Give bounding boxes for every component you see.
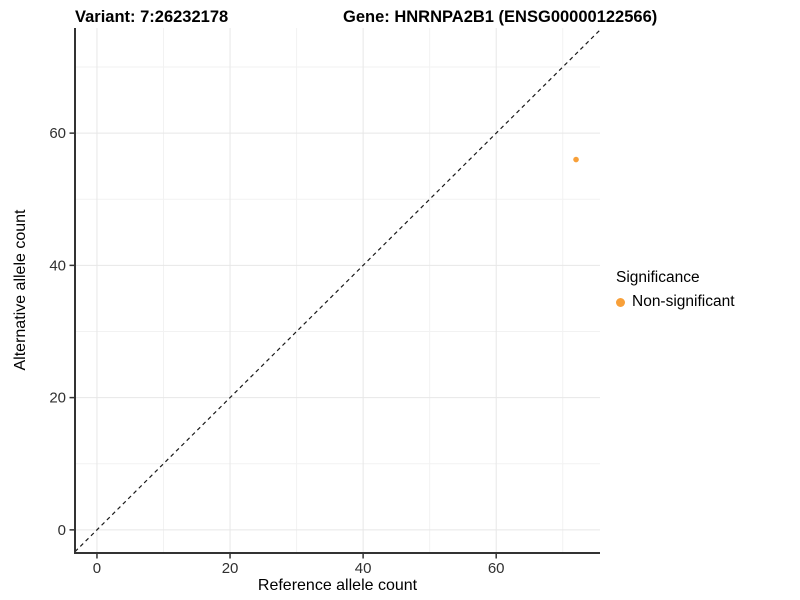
y-tick-label: 40 <box>49 257 66 274</box>
legend-title: Significance <box>616 269 700 286</box>
x-tick-label: 40 <box>355 560 372 577</box>
y-axis-title: Alternative allele count <box>12 209 29 371</box>
y-tick-label: 0 <box>58 522 66 539</box>
x-axis-title: Reference allele count <box>257 577 418 594</box>
variant-title: Variant: 7:26232178 <box>75 8 229 26</box>
x-tick-label: 20 <box>222 560 239 577</box>
y-tick-label: 60 <box>49 125 66 142</box>
gene-title: Gene: HNRNPA2B1 (ENSG00000122566) <box>343 8 658 26</box>
legend-point-icon <box>616 297 625 307</box>
identity-line <box>75 29 600 553</box>
data-point <box>573 156 579 163</box>
legend-item: Non-significant <box>616 293 735 311</box>
y-tick-label: 20 <box>49 390 66 407</box>
legend-item-label: Non-significant <box>632 293 735 310</box>
x-tick-label: 0 <box>93 560 101 577</box>
legend: Significance Non-significant <box>616 269 735 311</box>
x-tick-label: 60 <box>488 560 505 577</box>
